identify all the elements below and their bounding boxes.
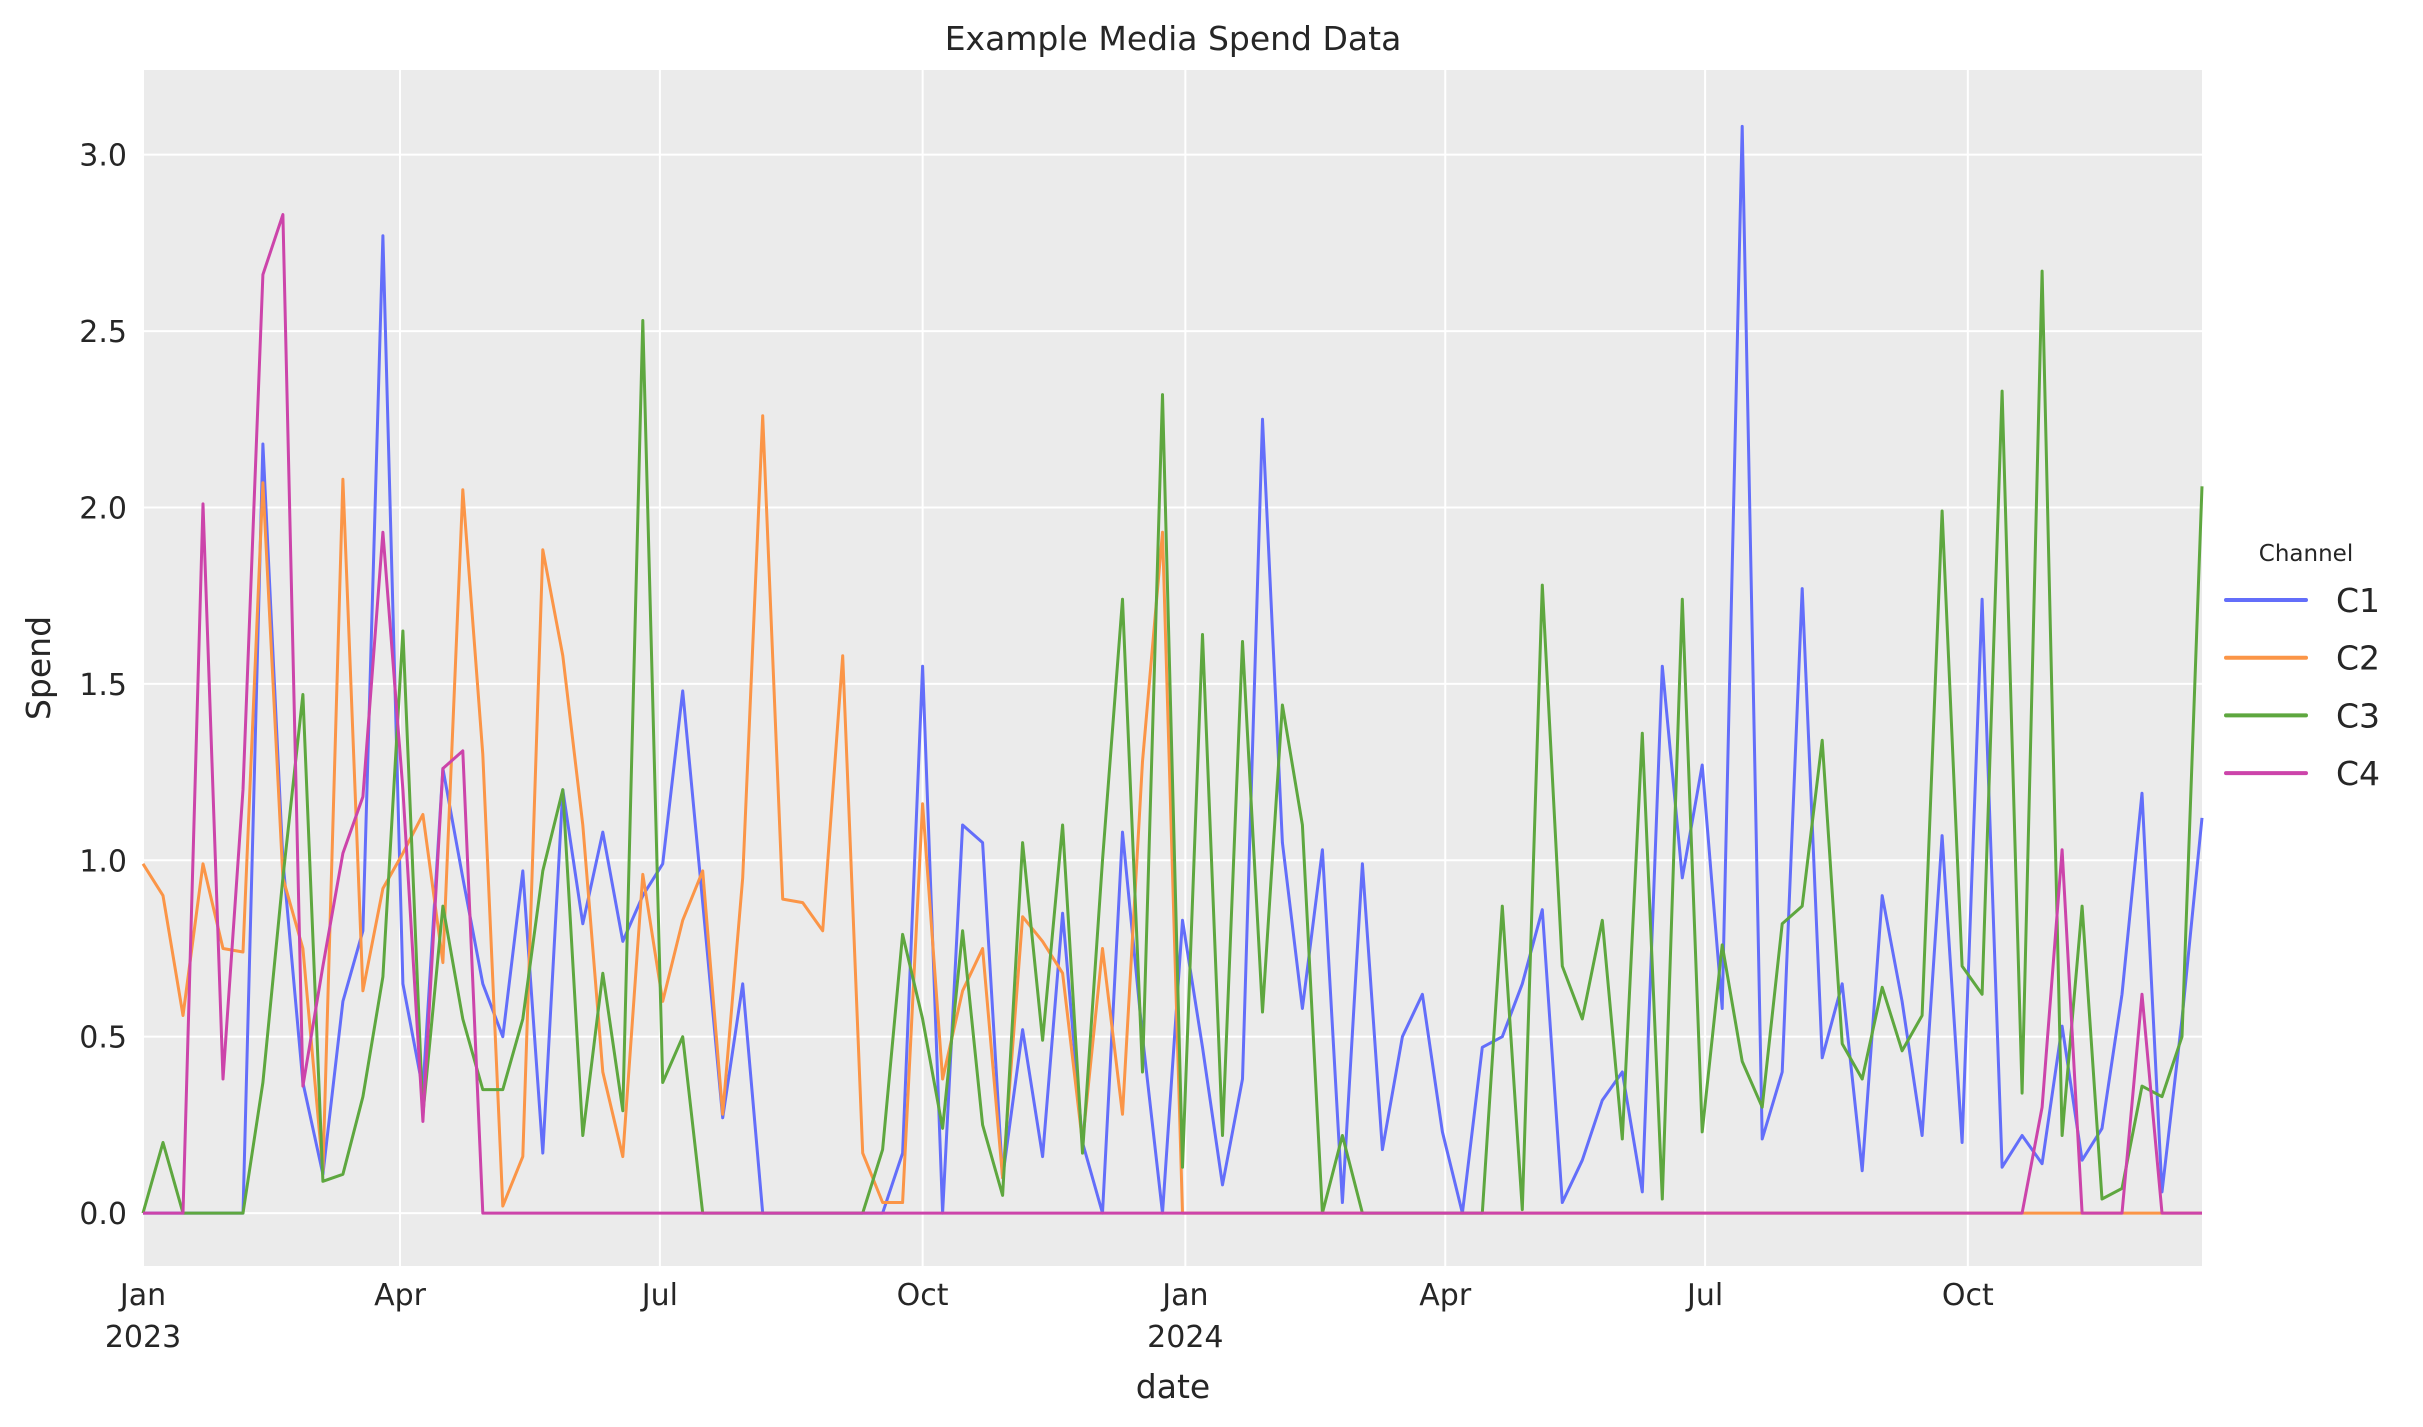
y-tick-label: 3.0 [79, 139, 127, 174]
series-line-c4 [143, 213, 2202, 1215]
x-tick-label: Jul [640, 1278, 678, 1313]
series-lines [141, 124, 2204, 1215]
legend-title: Channel [2259, 541, 2353, 567]
x-tick-year-label: 2023 [105, 1320, 181, 1355]
y-axis-label: Spend [19, 616, 58, 720]
x-tick-label: Jan [118, 1278, 166, 1313]
y-tick-label: 0.0 [79, 1197, 127, 1232]
series-line-c1 [143, 124, 2204, 1215]
legend-label-c2: C2 [2336, 639, 2380, 678]
legend: Channel C1 C2 C3 C4 [2224, 541, 2380, 793]
x-tick-label: Oct [897, 1278, 949, 1313]
legend-label-c3: C3 [2336, 696, 2380, 735]
x-tick-label: Apr [374, 1278, 427, 1313]
x-tick-label: Oct [1942, 1278, 1994, 1313]
y-axis-ticks: 0.0 0.5 1.0 1.5 2.0 2.5 3.0 [79, 139, 127, 1232]
series-line-c3 [141, 269, 2204, 1215]
chart-title: Example Media Spend Data [945, 19, 1402, 58]
y-tick-label: 1.0 [79, 844, 127, 879]
x-tick-label: Apr [1419, 1278, 1472, 1313]
x-axis-label: date [1136, 1367, 1210, 1406]
y-tick-label: 2.5 [79, 315, 127, 350]
x-tick-year-label: 2024 [1147, 1320, 1223, 1355]
legend-label-c1: C1 [2336, 581, 2380, 620]
x-axis-ticks: Jan 2023 Apr Jul Oct Jan 2024 Apr Jul Oct [105, 1278, 1994, 1355]
x-tick-label: Jan [1160, 1278, 1208, 1313]
y-tick-label: 2.0 [79, 491, 127, 526]
x-tick-label: Jul [1685, 1278, 1723, 1313]
y-tick-label: 0.5 [79, 1021, 127, 1056]
y-tick-label: 1.5 [79, 668, 127, 703]
legend-label-c4: C4 [2336, 754, 2380, 793]
